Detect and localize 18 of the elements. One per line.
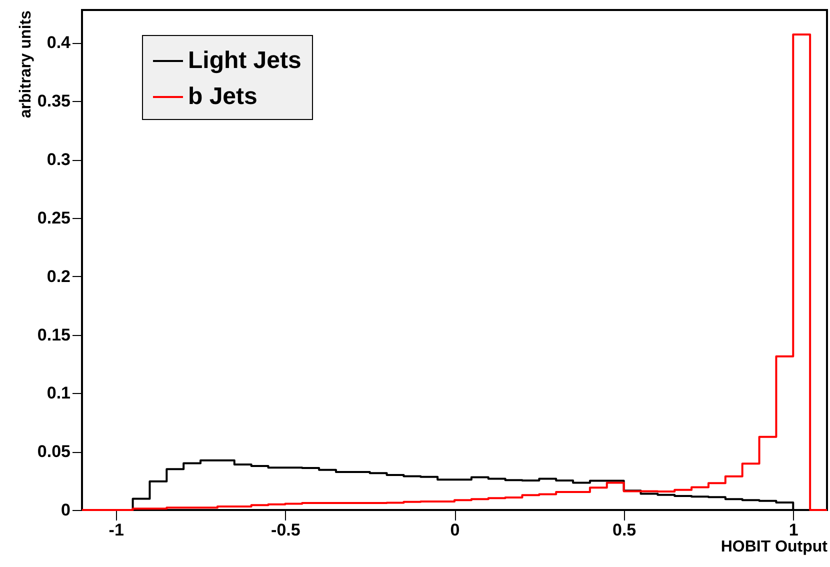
x-tick-label: 0 [450, 520, 460, 540]
x-tick-label: 1 [788, 520, 798, 540]
y-tick-label: 0 [61, 500, 70, 520]
y-tick-label: 0.15 [37, 325, 70, 344]
y-tick-label: 0.05 [37, 442, 70, 462]
y-tick-label: 0.25 [37, 208, 70, 228]
legend-label: b Jets [188, 83, 258, 110]
y-tick-label: 0.1 [46, 384, 70, 403]
x-tick-label: -1 [108, 520, 124, 540]
x-tick-label: 0.5 [612, 520, 636, 540]
y-tick-label: 0.2 [46, 266, 70, 286]
y-tick-label: 0.35 [37, 92, 70, 111]
y-tick-label: 0.3 [46, 150, 70, 170]
x-tick-label: -0.5 [271, 520, 300, 540]
y-tick-label: 0.4 [46, 33, 72, 52]
legend-label: Light Jets [188, 47, 302, 74]
y-axis-title: arbitrary units [17, 10, 34, 118]
x-axis-title: HOBIT Output [720, 538, 828, 556]
